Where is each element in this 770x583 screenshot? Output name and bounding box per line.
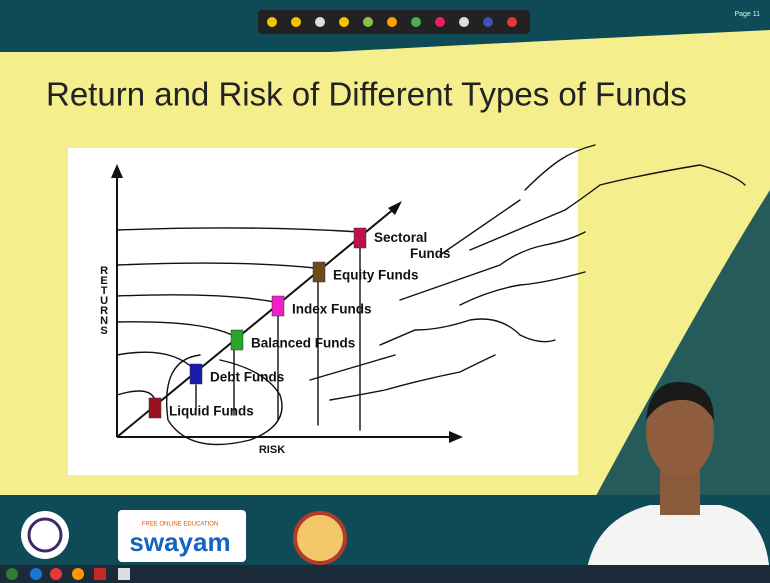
fund-marker xyxy=(149,398,161,418)
fund-label: Liquid Funds xyxy=(169,404,254,419)
y-axis-label: RETURNS xyxy=(98,265,110,335)
fund-label: Equity Funds xyxy=(333,268,419,283)
fund-marker xyxy=(313,262,325,282)
page: Page 11 Return and Risk of Different Typ… xyxy=(0,0,770,583)
fund-label: Balanced Funds xyxy=(251,336,355,351)
fund-marker xyxy=(231,330,243,350)
slide-title: Return and Risk of Different Types of Fu… xyxy=(46,76,687,113)
swayam-wordmark: swayam xyxy=(129,527,230,557)
taskbar xyxy=(0,565,770,583)
fund-label: Debt Funds xyxy=(210,370,284,385)
page-number: Page 11 xyxy=(734,11,760,18)
x-axis-label: RISK xyxy=(259,444,285,456)
fund-marker xyxy=(354,228,366,248)
fund-marker xyxy=(190,364,202,384)
fund-label: Index Funds xyxy=(292,302,372,317)
screen: Page 11 Return and Risk of Different Typ… xyxy=(0,0,770,583)
fund-marker xyxy=(272,296,284,316)
nptel-logo xyxy=(295,513,345,563)
